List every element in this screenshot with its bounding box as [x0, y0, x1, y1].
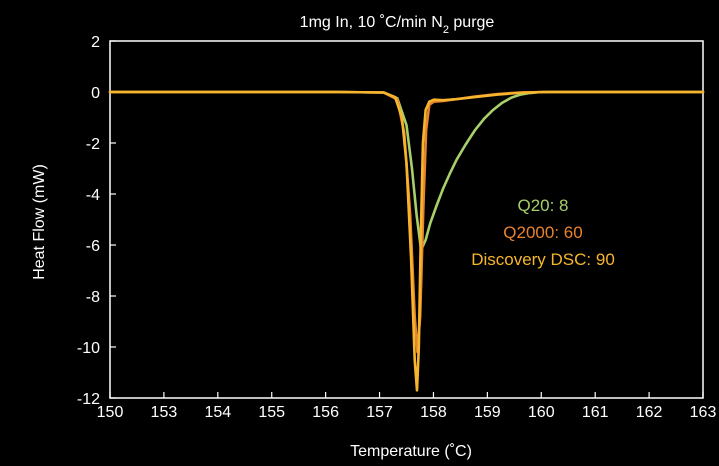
x-tick-label: 157	[366, 404, 393, 421]
x-tick-label: 154	[204, 404, 231, 421]
y-tick-label: -8	[86, 289, 100, 306]
x-tick-label: 161	[582, 404, 609, 421]
x-tick-label: 162	[636, 404, 663, 421]
x-axis-label: Temperature (˚C)	[350, 443, 472, 460]
y-tick-label: -4	[86, 187, 100, 204]
chart-title-suffix: purge	[449, 14, 494, 31]
legend-entry-q20-8: Q20: 8	[517, 196, 568, 215]
y-tick-label: -10	[77, 340, 100, 357]
x-tick-label: 160	[528, 404, 555, 421]
y-tick-label: -12	[77, 391, 100, 408]
y-tick-label: -6	[86, 238, 100, 255]
x-tick-label: 158	[420, 404, 447, 421]
chart-title-main: 1mg In, 10 ˚C/min N	[300, 14, 443, 31]
x-tick-label: 163	[690, 404, 717, 421]
y-tick-label: 0	[91, 85, 100, 102]
legend-entry-discovery-dsc-90: Discovery DSC: 90	[471, 250, 615, 269]
x-tick-label: 156	[312, 404, 339, 421]
y-tick-label: 2	[91, 34, 100, 51]
x-tick-label: 155	[258, 404, 285, 421]
x-tick-label: 153	[151, 404, 178, 421]
legend-entry-q2000-60: Q2000: 60	[503, 223, 582, 242]
x-tick-label: 159	[474, 404, 501, 421]
y-axis-label: Heat Flow (mW)	[31, 164, 48, 280]
y-tick-label: -2	[86, 136, 100, 153]
x-tick-label: 150	[97, 404, 124, 421]
